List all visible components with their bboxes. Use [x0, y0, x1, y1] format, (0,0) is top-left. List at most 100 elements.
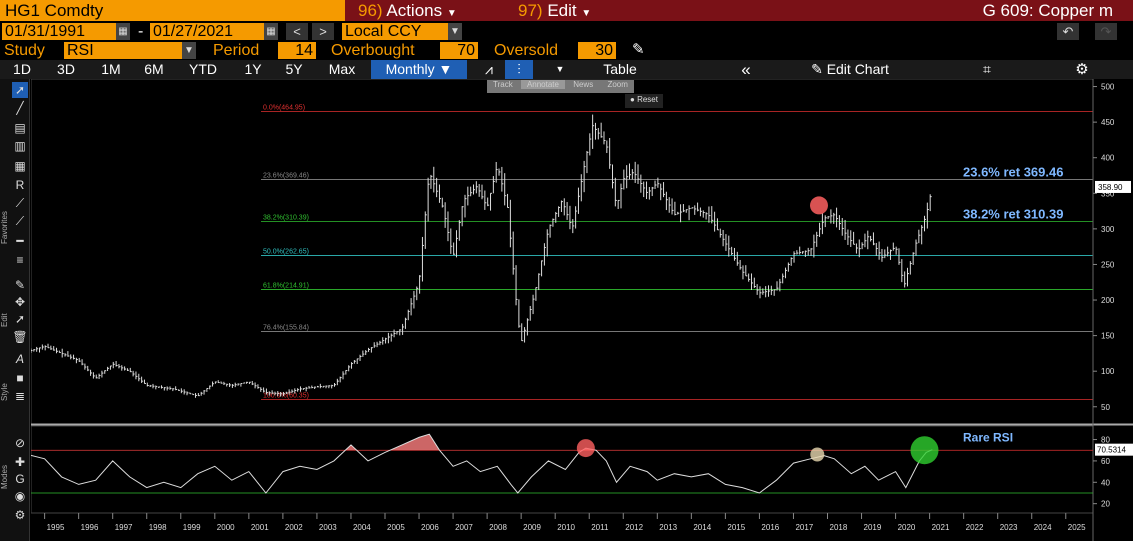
x-tick-label: 1999: [183, 523, 201, 532]
oversold-input[interactable]: 30: [578, 42, 616, 59]
price-chart[interactable]: 0.0%(464.95) 23.6%(369.46) 38.2%(310.39) 50…: [31, 79, 1133, 541]
x-tick-label: 2002: [285, 523, 303, 532]
track-icon[interactable]: ✚: [14, 455, 26, 469]
frequency-select[interactable]: Monthly ▼: [371, 60, 467, 79]
study-select[interactable]: RSI: [64, 42, 182, 59]
fib-label: 50.0%(262.65): [263, 248, 309, 255]
reset-icon: ●: [630, 95, 635, 104]
y-tick-label: 250: [1101, 260, 1115, 269]
currency-select[interactable]: Local CCY: [342, 23, 448, 40]
hline-icon[interactable]: ━: [16, 234, 24, 248]
line-tool-icon[interactable]: ╱: [16, 101, 24, 115]
track-button[interactable]: Track: [493, 80, 513, 89]
x-tick-label: 2004: [353, 523, 371, 532]
pencil-icon[interactable]: ✎: [632, 41, 645, 58]
rsi-tick-label: 20: [1101, 500, 1110, 509]
y-tick-label: 150: [1101, 332, 1115, 341]
modes-label: Modes: [0, 464, 9, 489]
fib-label: 100.0%(60.35): [263, 392, 309, 399]
edit-chart-label: Edit Chart: [826, 61, 889, 77]
range-max[interactable]: Max: [328, 61, 356, 77]
line-chart-icon[interactable]: ⩘: [485, 61, 493, 77]
chevron-down-icon[interactable]: ▼: [555, 64, 565, 74]
crosshair-icon[interactable]: ⊘: [14, 436, 26, 450]
fib-label: 61.8%(214.91): [263, 282, 309, 289]
x-tick-label: 2001: [251, 523, 269, 532]
retracement-icon[interactable]: R: [15, 178, 25, 192]
collapse-icon[interactable]: «: [741, 60, 751, 79]
x-tick-label: 2023: [1000, 523, 1018, 532]
move-icon[interactable]: ✥: [14, 295, 26, 309]
last-price-tag: [1095, 180, 1131, 193]
trend-line-icon[interactable]: ⟋: [15, 196, 25, 210]
y-tick-label: 100: [1101, 367, 1115, 376]
parallel-icon[interactable]: ≡: [16, 253, 24, 267]
chevron-down-icon[interactable]: ▼: [448, 23, 462, 40]
gear-icon[interactable]: ⚙: [14, 508, 26, 522]
rsi-marker-circle: [576, 439, 595, 458]
edit-chart-button[interactable]: ✎ Edit Chart: [790, 60, 910, 79]
fill-icon[interactable]: ■: [16, 371, 24, 385]
prev-period-button[interactable]: <: [286, 23, 308, 40]
annotate-button[interactable]: Annotate: [520, 80, 565, 89]
table-button[interactable]: Table: [603, 61, 637, 77]
range-1d[interactable]: 1D: [13, 61, 31, 77]
channel-icon[interactable]: ▦: [14, 159, 26, 173]
actions-menu[interactable]: 96) Actions ▼: [358, 0, 457, 21]
chevron-down-icon: ▼: [581, 8, 592, 19]
security-title: G 609: Copper m: [982, 1, 1113, 20]
rsi-last-tag: [1095, 443, 1133, 456]
undo-icon[interactable]: ↶: [1057, 23, 1079, 40]
x-tick-label: 1998: [149, 523, 167, 532]
ticker-field[interactable]: HG1 Comdty: [0, 0, 345, 21]
text-icon[interactable]: A: [15, 352, 24, 366]
y-tick-label: 450: [1101, 118, 1115, 127]
next-period-button[interactable]: >: [312, 23, 334, 40]
chevron-down-icon[interactable]: ▼: [182, 42, 196, 59]
ray-icon[interactable]: ⟋: [15, 214, 25, 228]
x-tick-label: 2017: [795, 523, 813, 532]
pencil-icon: ✎: [811, 61, 823, 77]
zoom-button[interactable]: Zoom: [607, 80, 628, 89]
calendar-icon[interactable]: ▦: [116, 23, 130, 40]
rsi-tick-label: 60: [1101, 457, 1110, 466]
range-5y[interactable]: 5Y: [285, 61, 303, 77]
range-3d[interactable]: 3D: [57, 61, 75, 77]
period-label: Period: [213, 42, 260, 59]
x-tick-label: 2021: [932, 523, 950, 532]
cursor-icon[interactable]: ➚: [12, 82, 28, 98]
trash-icon[interactable]: 🗑: [12, 330, 28, 344]
brush-icon[interactable]: ✎: [14, 278, 26, 292]
draw-icon[interactable]: ⌗: [983, 61, 991, 77]
range-1m[interactable]: 1M: [101, 61, 121, 77]
price-panel-bg: [31, 79, 1094, 425]
x-tick-label: 2012: [625, 523, 643, 532]
redo-icon[interactable]: ↷: [1095, 23, 1117, 40]
g-icon[interactable]: G: [15, 472, 25, 486]
fib-tool-icon[interactable]: ▤: [14, 121, 26, 135]
range-ytd[interactable]: YTD: [189, 61, 217, 77]
rsi-marker-circle: [910, 436, 939, 465]
select-icon[interactable]: ➚: [14, 312, 26, 326]
palette-icon[interactable]: ◉: [14, 489, 26, 503]
fib-annotation-382: 38.2% ret 310.39: [963, 206, 1063, 221]
edit-menu[interactable]: 97) Edit ▼: [518, 0, 591, 21]
gear-icon[interactable]: ⚙: [1075, 61, 1089, 78]
line-style-icon[interactable]: ≣: [14, 389, 26, 403]
overbought-input[interactable]: 70: [440, 42, 478, 59]
edit-label: Edit: [0, 313, 9, 327]
x-tick-label: 2025: [1068, 523, 1086, 532]
calendar-icon[interactable]: ▦: [264, 23, 278, 40]
end-date-field[interactable]: 01/27/2021: [150, 23, 264, 40]
start-date-field[interactable]: 01/31/1991: [2, 23, 116, 40]
fib-ext-icon[interactable]: ▥: [14, 139, 26, 153]
range-6m[interactable]: 6M: [144, 61, 164, 77]
bar-chart-icon[interactable]: ⫶: [505, 60, 533, 79]
range-1y[interactable]: 1Y: [244, 61, 262, 77]
news-button[interactable]: News: [573, 80, 594, 89]
frequency-label: Monthly: [385, 61, 435, 77]
reset-button[interactable]: ● Reset: [625, 94, 663, 108]
y-tick-label: 500: [1101, 83, 1115, 92]
period-input[interactable]: 14: [278, 42, 316, 59]
x-tick-label: 2016: [761, 523, 779, 532]
